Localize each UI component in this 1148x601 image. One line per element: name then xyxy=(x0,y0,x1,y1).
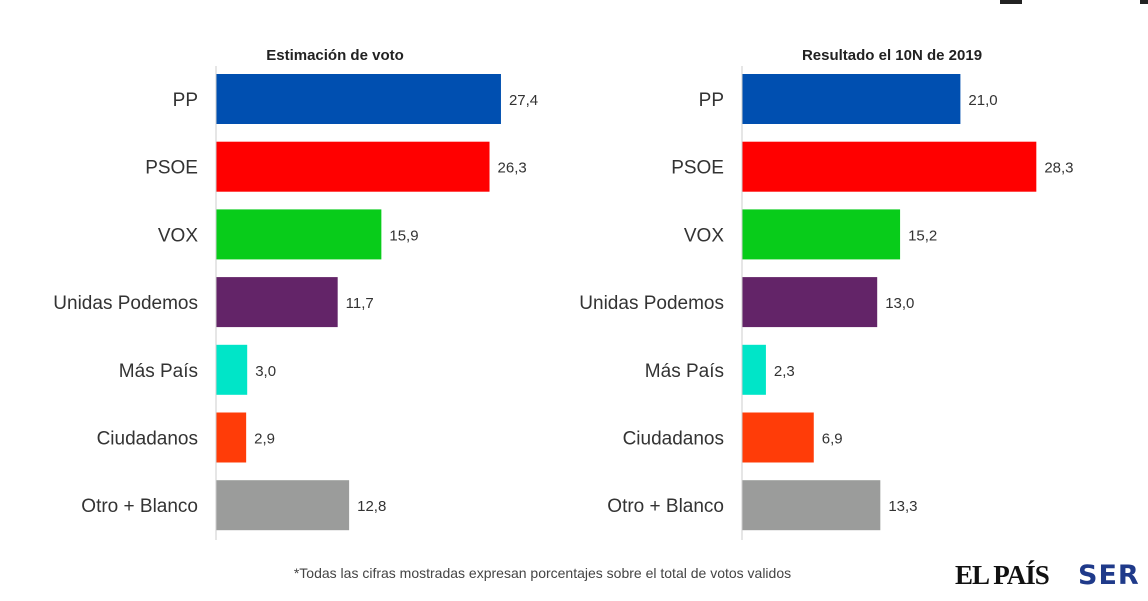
chart-1-title: Estimación de voto xyxy=(266,47,404,64)
chart-2-category-label: VOX xyxy=(684,225,724,246)
chart-2-category-label: Más País xyxy=(645,361,724,382)
chart-1-bar xyxy=(216,74,501,124)
chart-2-category-label: PP xyxy=(699,90,724,111)
chart-2-category-label: Ciudadanos xyxy=(623,429,724,450)
chart-1-value-label: 11,7 xyxy=(346,295,374,312)
chart-1-bar xyxy=(216,277,338,328)
chart-2-bar xyxy=(742,277,878,328)
el-pais-logo: EL PAÍS xyxy=(955,560,1050,590)
chart-1-category-label: PP xyxy=(173,90,198,111)
chart-2-bar xyxy=(742,141,1037,192)
chart-2-bar xyxy=(742,344,766,395)
chart-2-bar xyxy=(742,412,814,463)
chart-1-category-label: Ciudadanos xyxy=(97,429,198,450)
chart-1-value-label: 15,9 xyxy=(389,227,418,244)
chart-2-value-label: 15,2 xyxy=(908,227,937,244)
chart-2-value-label: 13,3 xyxy=(888,498,917,515)
chart-1-category-label: Unidas Podemos xyxy=(53,293,198,314)
chart-2-value-label: 21,0 xyxy=(968,92,997,109)
chart-1-bar xyxy=(216,141,490,192)
chart-2-value-label: 2,3 xyxy=(774,363,795,380)
chart-2-value-label: 13,0 xyxy=(885,295,914,312)
chart-2-bar xyxy=(742,480,881,531)
top-edge-mark-right xyxy=(1140,0,1148,4)
chart-1-category-label: Más País xyxy=(119,361,198,382)
chart-2-category-label: Otro + Blanco xyxy=(607,496,724,517)
ser-logo: SER xyxy=(1078,560,1140,591)
chart-2-category-label: PSOE xyxy=(671,158,724,179)
chart-1-category-label: VOX xyxy=(158,225,198,246)
chart-2-value-label: 28,3 xyxy=(1044,160,1073,177)
chart-2-title: Resultado el 10N de 2019 xyxy=(802,47,982,64)
chart-1-value-label: 2,9 xyxy=(254,431,275,448)
chart-2-value-label: 6,9 xyxy=(822,431,843,448)
chart-1-value-label: 3,0 xyxy=(255,363,276,380)
chart-2-category-label: Unidas Podemos xyxy=(579,293,724,314)
chart-1-category-label: Otro + Blanco xyxy=(81,496,198,517)
top-edge-mark-left xyxy=(1000,0,1022,4)
chart-1-bar xyxy=(216,480,350,531)
chart-1-value-label: 27,4 xyxy=(509,92,538,109)
chart-1-bar xyxy=(216,209,382,260)
footnote: *Todas las cifras mostradas expresan por… xyxy=(293,565,792,581)
chart-1-bar xyxy=(216,412,247,463)
chart-1-bar xyxy=(216,344,248,395)
chart-1-value-label: 12,8 xyxy=(357,498,386,515)
chart-1-category-label: PSOE xyxy=(145,158,198,179)
chart-2-bar xyxy=(742,74,961,124)
chart-1-value-label: 26,3 xyxy=(498,160,527,177)
chart-2-bar xyxy=(742,209,901,260)
